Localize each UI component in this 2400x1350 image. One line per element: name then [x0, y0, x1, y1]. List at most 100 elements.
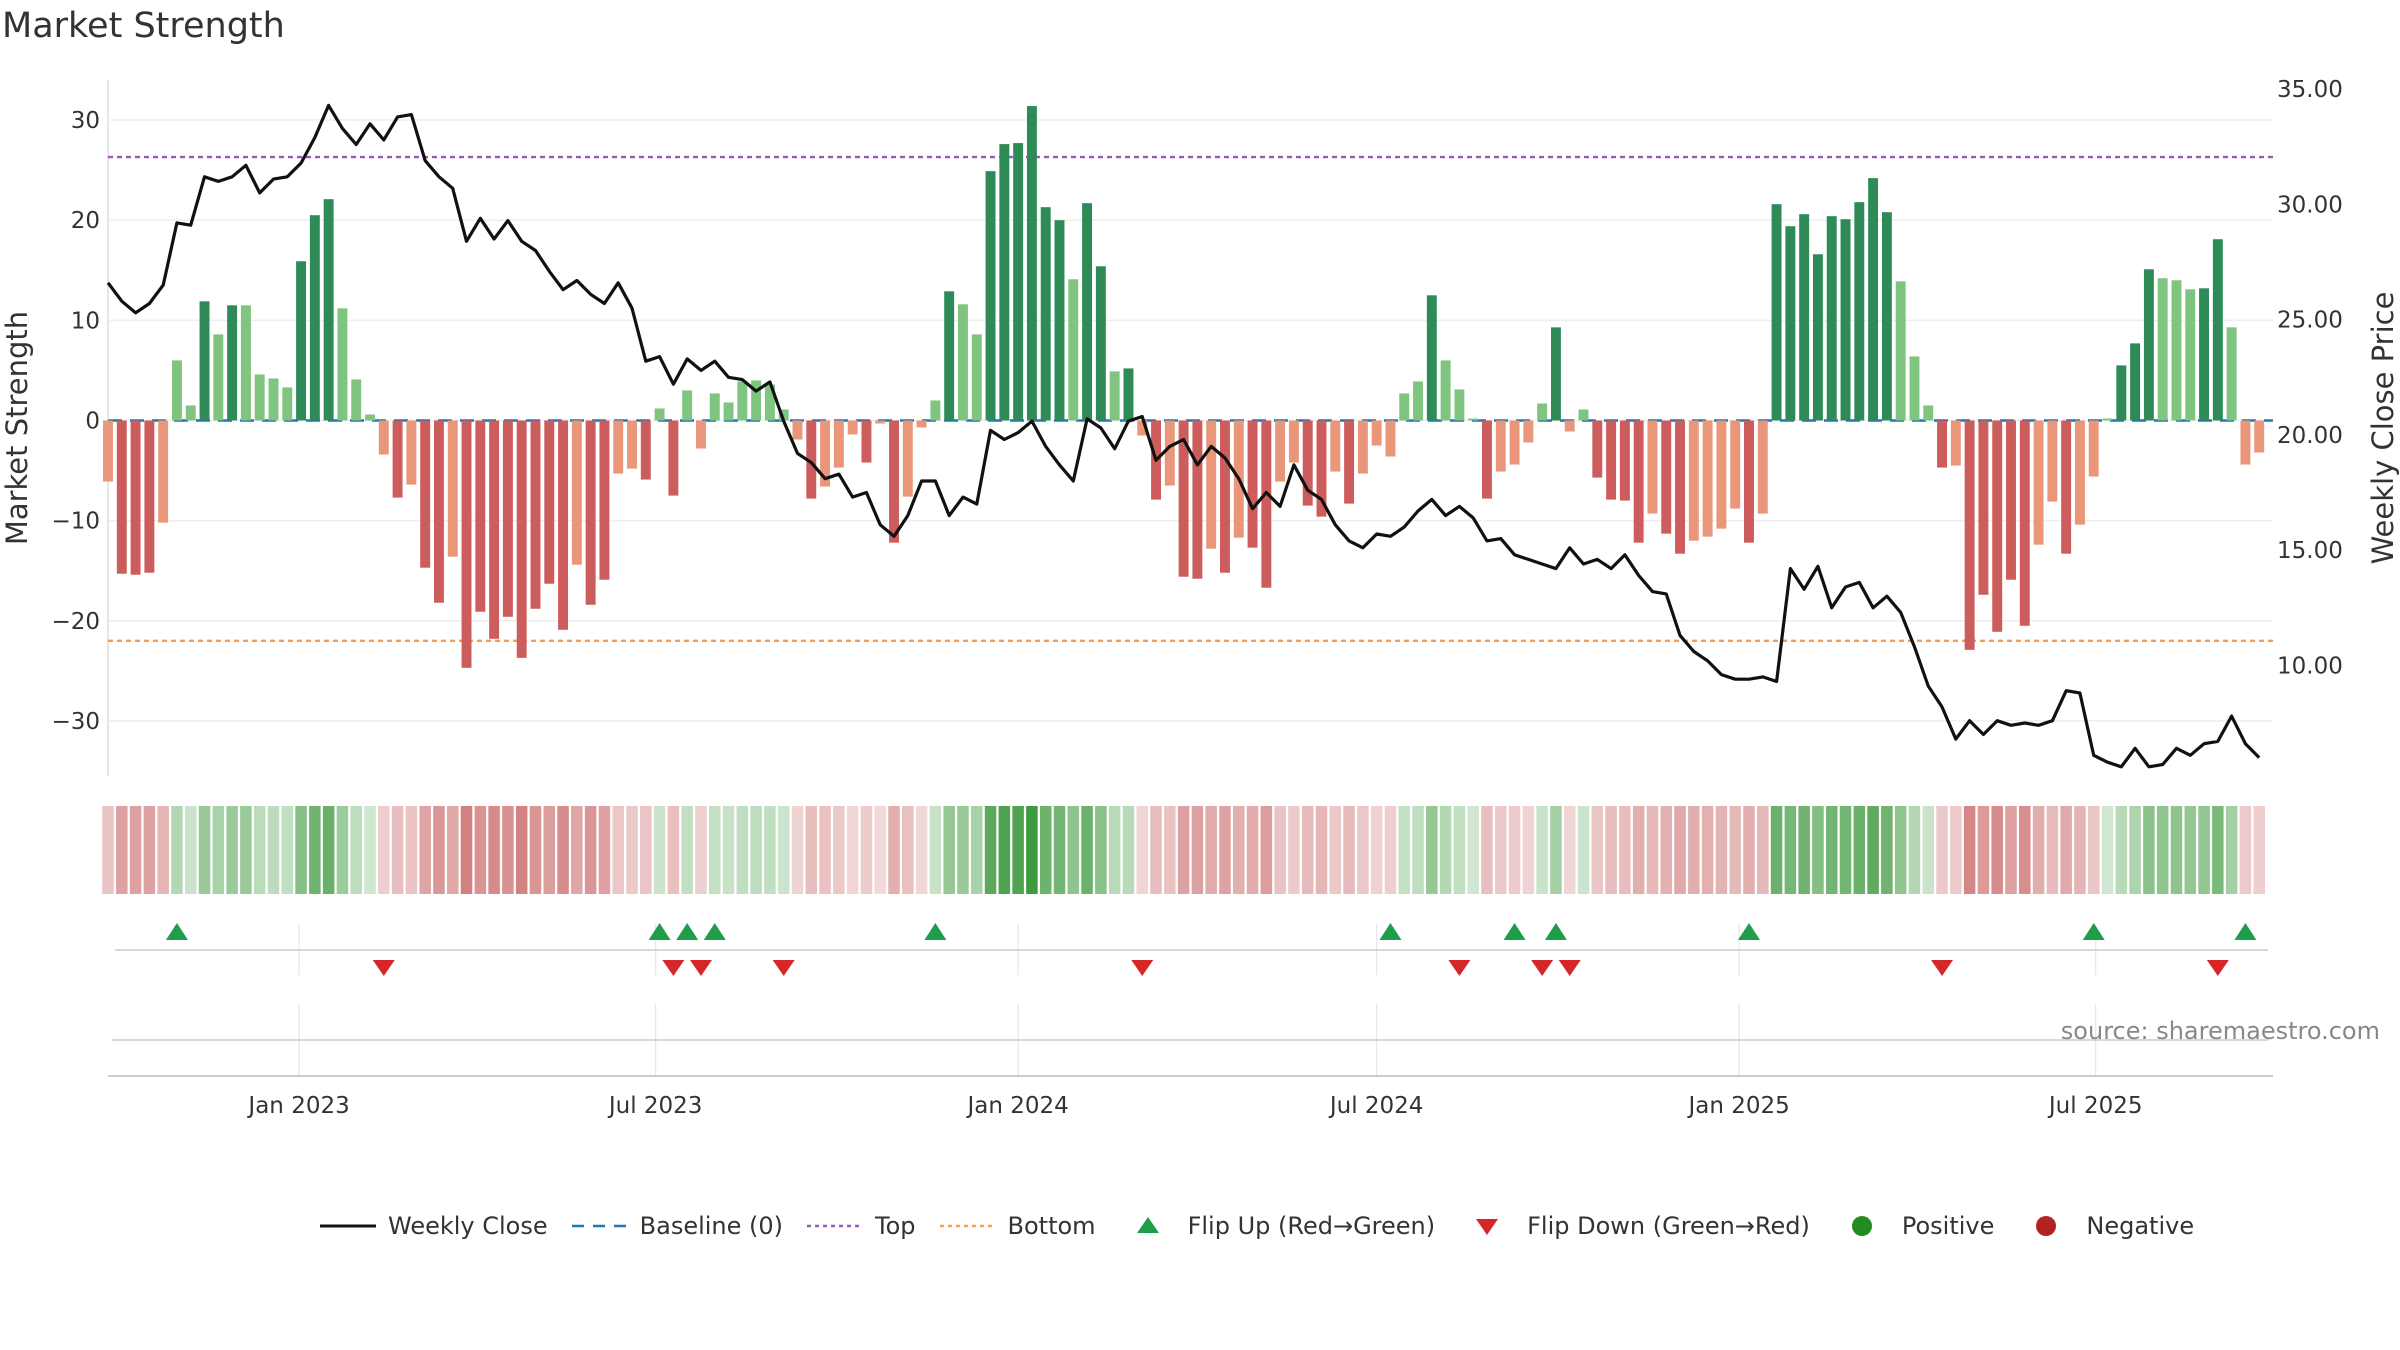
heat-strip-cell: [1701, 806, 1714, 894]
legend-swatch: [2036, 1216, 2057, 1236]
heat-strip-cell: [281, 806, 294, 894]
heat-strip-cell: [1301, 806, 1314, 894]
heat-strip-cell: [184, 806, 197, 894]
strength-bar: [530, 420, 541, 609]
legend-swatch: [807, 1224, 864, 1228]
strength-bar: [1550, 327, 1561, 421]
strength-bar: [571, 420, 582, 565]
heat-strip-cell: [350, 806, 362, 894]
heat-strip-cell: [240, 806, 252, 894]
strength-bar: [1426, 295, 1437, 421]
strength-bar: [103, 420, 113, 482]
strength-bar: [695, 420, 706, 449]
heat-strip-cell: [1688, 806, 1700, 894]
strength-bar: [2061, 420, 2072, 554]
heat-strip-cell: [1894, 806, 1907, 894]
heat-strip-cell: [667, 806, 680, 894]
heat-strip-cell: [2253, 806, 2265, 894]
triangle-down-icon: [1476, 1219, 1499, 1235]
strength-bar: [1495, 420, 1506, 472]
strength-bar: [709, 393, 720, 421]
x-tick-label: Jan 2024: [965, 1093, 1068, 1119]
heat-strip-cell: [1246, 806, 1259, 894]
strength-bar: [1095, 266, 1106, 421]
heat-strip-cell: [1908, 806, 1921, 894]
strength-bar: [1799, 214, 1810, 421]
heat-strip-cell: [143, 806, 156, 894]
y-axis-right: 35.00 30.00 25.00 20.00 15.00 10.00: [2277, 77, 2343, 679]
legend-label: Negative: [2086, 1212, 2195, 1240]
heat-strip-cell: [2239, 806, 2252, 894]
heat-strip-cell: [171, 806, 183, 894]
heat-strip-cell: [2074, 806, 2086, 894]
strength-bar: [737, 381, 748, 421]
strength-bar: [227, 305, 238, 421]
heat-strip-cell: [984, 806, 997, 894]
strength-bar: [1164, 420, 1175, 486]
heat-strip-cell: [1881, 806, 1893, 894]
heat-strip-cell: [515, 806, 528, 894]
strength-bar: [1757, 420, 1768, 514]
strength-bar: [254, 374, 265, 421]
flip-down-marker: [1931, 960, 1954, 976]
strength-bar: [158, 420, 169, 523]
heat-strip-cell: [722, 806, 735, 894]
strength-bar: [447, 420, 458, 557]
legend-label: Weekly Close: [388, 1212, 548, 1240]
heat-strip-cell: [1288, 806, 1300, 894]
y-tick-label: 20: [71, 208, 100, 234]
strength-bar: [1730, 420, 1741, 509]
weekly-close-line: [106, 103, 2261, 769]
heat-strip-cell: [695, 806, 707, 894]
strength-bar: [1468, 418, 1479, 421]
strength-bar: [185, 405, 196, 421]
source-label: source: sharemaestro.com: [2061, 1017, 2380, 1045]
heat-strip-cell: [2087, 806, 2100, 894]
legend-item-line: Weekly Close: [318, 1211, 548, 1241]
grid-lines: [107, 80, 2273, 1077]
y2-tick-label: 10.00: [2277, 653, 2343, 679]
reference-lines: [108, 155, 2273, 643]
heat-strip-cell: [653, 806, 666, 894]
heat-strip-cell: [1660, 806, 1673, 894]
heat-strip-cell: [2129, 806, 2141, 894]
heat-strip-cell: [557, 806, 569, 894]
heat-strip-cell: [1260, 806, 1273, 894]
y-tick-label: 30: [71, 108, 100, 134]
strength-bar: [1840, 219, 1851, 421]
strength-bar: [1288, 420, 1299, 463]
heat-strip-cell: [102, 806, 114, 894]
heat-strip-cell: [391, 806, 404, 894]
strength-bar: [1895, 281, 1906, 421]
legend-item-bottom: Bottom: [938, 1211, 1096, 1241]
strength-bar: [1371, 420, 1382, 446]
strength-bar: [847, 420, 858, 435]
strength-bar: [1040, 207, 1051, 421]
heat-strip-cell: [1108, 806, 1121, 894]
strength-bar: [1771, 204, 1782, 421]
y-tick-label: −10: [51, 509, 100, 535]
heat-strip-cell: [874, 806, 886, 894]
triangle-up-icon: [1136, 1217, 1159, 1233]
heat-strip-cell: [1715, 806, 1728, 894]
strength-bar: [1344, 420, 1355, 504]
y2-tick-label: 15.00: [2277, 538, 2343, 564]
strength-bar: [2088, 420, 2099, 477]
y2-axis-title: Weekly Close Price: [2366, 292, 2400, 565]
strength-bar: [1854, 202, 1865, 421]
heat-strip-cell: [419, 806, 431, 894]
heat-strip-cell: [1963, 806, 1976, 894]
strength-bar: [2074, 420, 2085, 525]
strength-bar: [2130, 343, 2141, 421]
strength-bar: [751, 380, 762, 421]
heat-strip-cell: [1426, 806, 1438, 894]
strength-bar: [1716, 420, 1727, 529]
heat-strip-cell: [2225, 806, 2238, 894]
heat-strip-cell: [681, 806, 693, 894]
strength-bar: [337, 308, 348, 421]
strength-bar: [130, 420, 141, 575]
strength-bar: [502, 420, 513, 617]
strength-bar: [585, 420, 596, 605]
strength-bar: [599, 420, 610, 580]
y-axis-left: 30 20 10 0 −10 −20 −30: [51, 108, 100, 735]
